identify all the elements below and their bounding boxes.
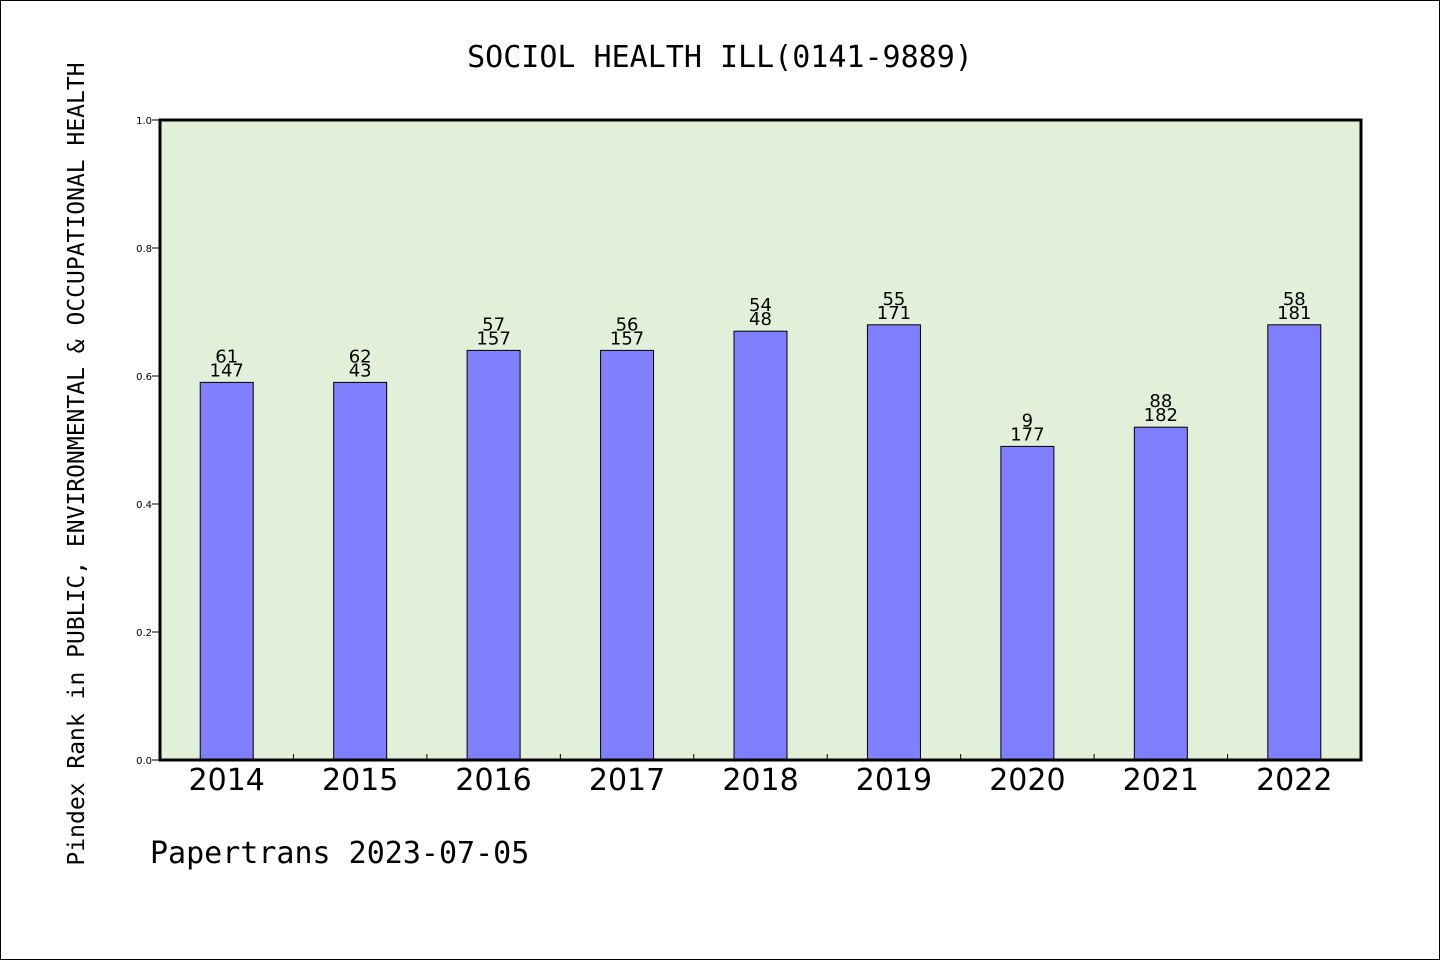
x-tick-label: 2021: [1123, 763, 1199, 798]
bar-label-bottom: 48: [749, 309, 772, 330]
x-tick-label: 2015: [322, 763, 398, 798]
bar-2018: [733, 330, 788, 761]
bar-2017: [600, 349, 655, 761]
bar-2021: [1133, 426, 1188, 761]
y-axis-label: Pindex Rank in PUBLIC, ENVIRONMENTAL & O…: [64, 62, 90, 865]
bar-label-top: 57: [482, 314, 505, 335]
x-axis: 2014 2015 2016 2017 2018 2019 2020 2021 2022: [189, 754, 1332, 798]
footer-credit: Papertrans 2023-07-05: [150, 836, 529, 871]
x-tick-label: 2019: [856, 763, 932, 798]
plot-border: [158, 118, 1363, 762]
bar-label-bottom: 182: [1144, 405, 1178, 426]
x-tick-label: 2017: [589, 763, 665, 798]
bar-label-top: 88: [1149, 391, 1172, 412]
y-tick-label: 1.0: [136, 116, 152, 127]
bar-label-bottom: 157: [476, 328, 510, 349]
bar-label-bottom: 157: [610, 328, 644, 349]
bar-2016: [466, 349, 521, 761]
x-tick-label: 2016: [455, 763, 531, 798]
y-axis: 0.0 0.2 0.4 0.6 0.8 1.0: [136, 116, 160, 767]
bar-labels: 6114762435715756157544855171917788182581…: [210, 289, 1312, 446]
bar-label-top: 54: [749, 295, 772, 316]
bar-2022: [1267, 324, 1322, 761]
bar-label-top: 61: [215, 346, 238, 367]
bar-label-bottom: 147: [210, 360, 244, 381]
y-tick-label: 0.4: [136, 500, 152, 511]
x-tick-label: 2018: [722, 763, 798, 798]
bar-2015: [333, 381, 388, 761]
bar-2020: [1000, 445, 1055, 761]
y-tick-label: 0.8: [136, 244, 152, 255]
y-tick-label: 0.6: [136, 372, 152, 383]
bar-2014: [199, 381, 254, 761]
chart-title: SOCIOL HEALTH ILL(0141-9889): [467, 40, 973, 75]
bar-label-bottom: 43: [349, 360, 372, 381]
x-tick-label: 2022: [1256, 763, 1332, 798]
bar-label-bottom: 171: [877, 303, 911, 324]
x-tick-label: 2014: [189, 763, 265, 798]
bar-label-top: 56: [616, 314, 639, 335]
bar-label-top: 55: [882, 289, 905, 310]
y-tick-label: 0.2: [136, 628, 152, 639]
y-tick-label: 0.0: [136, 756, 152, 767]
bar-label-top: 9: [1022, 410, 1033, 431]
x-tick-label: 2020: [989, 763, 1065, 798]
bar-2019: [866, 324, 921, 761]
bar-label-top: 58: [1283, 289, 1306, 310]
bar-label-bottom: 181: [1277, 303, 1311, 324]
bars: [199, 324, 1322, 761]
bar-label-bottom: 177: [1010, 424, 1044, 445]
bar-label-top: 62: [349, 346, 372, 367]
